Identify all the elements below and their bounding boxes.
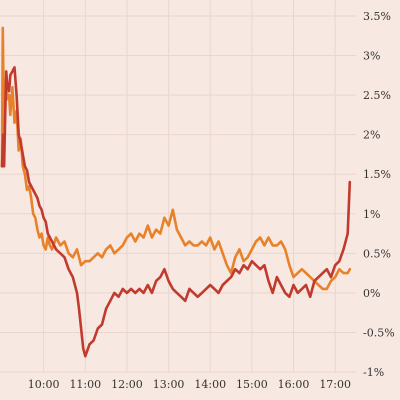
series-line-2 [0,66,352,358]
y-tick-label: 2.5% [363,89,391,102]
x-tick-label: 16:00 [278,378,310,391]
x-axis-tick-labels: 10:00 11:00 12:00 13:00 14:00 15:00 16:00 17:00 [28,378,351,391]
series-lines [0,26,352,358]
x-tick-label: 14:00 [194,378,226,391]
y-tick-label: -0.5% [363,326,395,339]
y-tick-label: -1% [363,366,384,379]
x-tick-label: 12:00 [111,378,143,391]
y-tick-label: 3.5% [363,10,391,23]
y-tick-label: 0.5% [363,247,391,260]
y-axis-tick-labels: 3.5% 3% 2.5% 2% 1.5% 1% 0.5% 0% -0.5% -1% [363,10,395,379]
y-tick-label: 1% [363,208,380,221]
x-tick-label: 11:00 [69,378,101,391]
gridlines [0,0,356,373]
x-tick-label: 13:00 [153,378,185,391]
x-tick-label: 15:00 [236,378,268,391]
y-tick-label: 1.5% [363,168,391,181]
y-tick-label: 0% [363,287,380,300]
series-line-1 [0,26,352,291]
y-tick-label: 3% [363,50,380,63]
y-tick-label: 2% [363,129,380,142]
x-tick-label: 10:00 [28,378,60,391]
x-tick-label: 17:00 [319,378,351,391]
